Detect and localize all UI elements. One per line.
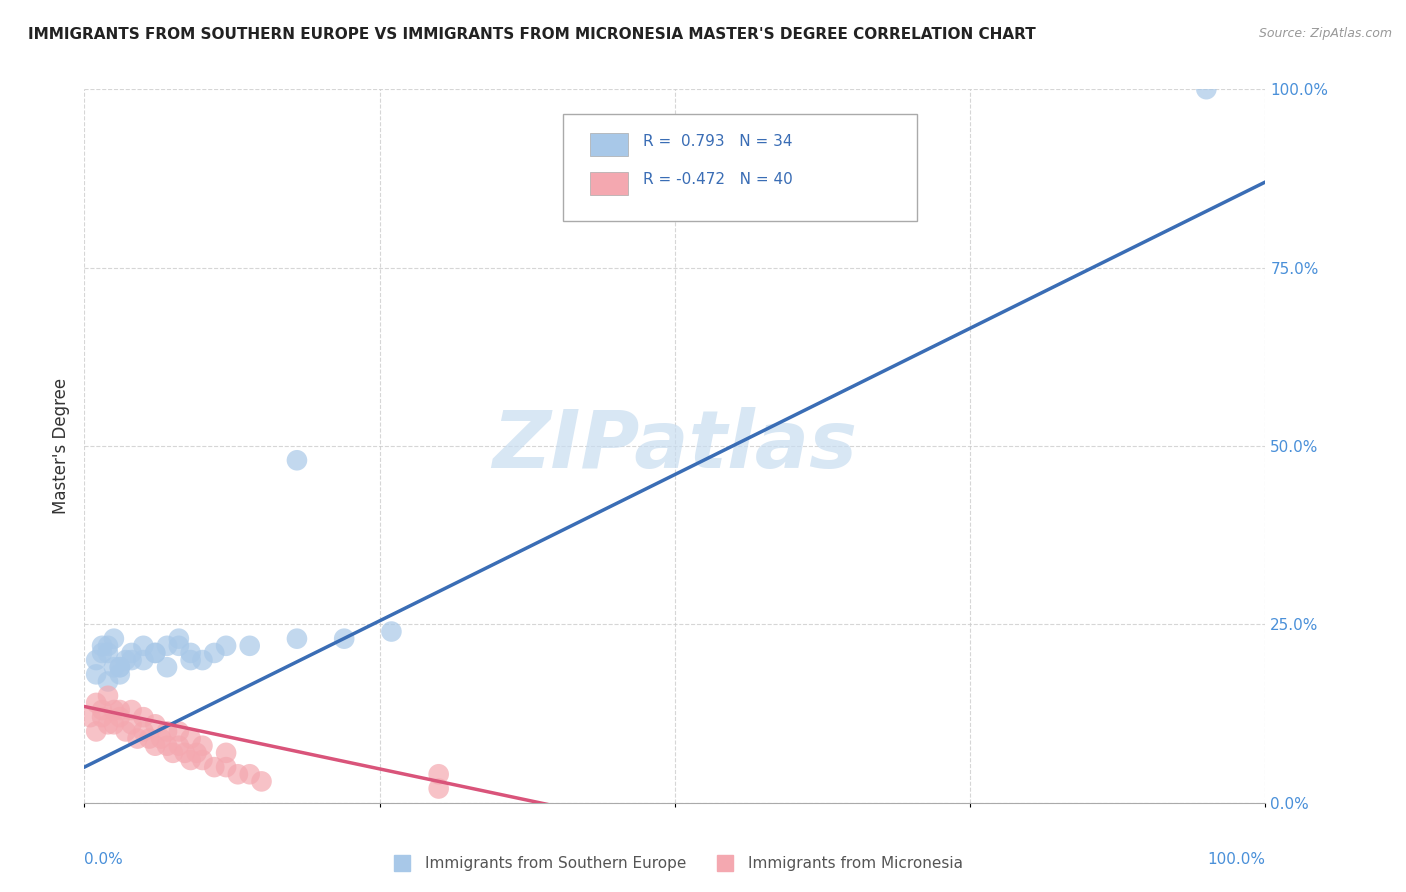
Text: ZIPatlas: ZIPatlas — [492, 407, 858, 485]
Point — [114, 724, 136, 739]
Point — [285, 453, 308, 467]
Point — [84, 724, 107, 739]
Point — [173, 746, 195, 760]
Point — [191, 653, 214, 667]
Point — [180, 653, 202, 667]
FancyBboxPatch shape — [562, 114, 917, 221]
Point — [162, 746, 184, 760]
FancyBboxPatch shape — [591, 172, 627, 194]
Point — [103, 632, 125, 646]
Point — [91, 646, 114, 660]
Point — [226, 767, 249, 781]
Point — [103, 703, 125, 717]
FancyBboxPatch shape — [591, 134, 627, 156]
Point — [103, 660, 125, 674]
Point — [132, 653, 155, 667]
Point — [156, 739, 179, 753]
Point — [132, 710, 155, 724]
Point — [108, 703, 131, 717]
Point — [108, 710, 131, 724]
Text: 100.0%: 100.0% — [1208, 852, 1265, 867]
Point — [180, 646, 202, 660]
Point — [84, 696, 107, 710]
Text: Source: ZipAtlas.com: Source: ZipAtlas.com — [1258, 27, 1392, 40]
Point — [167, 724, 190, 739]
Text: IMMIGRANTS FROM SOUTHERN EUROPE VS IMMIGRANTS FROM MICRONESIA MASTER'S DEGREE CO: IMMIGRANTS FROM SOUTHERN EUROPE VS IMMIG… — [28, 27, 1036, 42]
Point — [150, 731, 173, 746]
Point — [186, 746, 208, 760]
Point — [121, 717, 143, 731]
Point — [215, 746, 238, 760]
Point — [239, 767, 262, 781]
Point — [121, 653, 143, 667]
Point — [380, 624, 402, 639]
Point — [167, 639, 190, 653]
Point — [138, 731, 160, 746]
Point — [84, 667, 107, 681]
Point — [91, 703, 114, 717]
Point — [132, 724, 155, 739]
Point — [191, 753, 214, 767]
Point — [167, 739, 190, 753]
Point — [108, 667, 131, 681]
Point — [156, 639, 179, 653]
Text: R = -0.472   N = 40: R = -0.472 N = 40 — [643, 172, 793, 187]
Point — [180, 731, 202, 746]
Point — [1195, 82, 1218, 96]
Point — [285, 632, 308, 646]
Point — [91, 710, 114, 724]
Point — [191, 739, 214, 753]
Point — [97, 646, 120, 660]
Legend: Immigrants from Southern Europe, Immigrants from Micronesia: Immigrants from Southern Europe, Immigra… — [381, 850, 969, 877]
Point — [97, 639, 120, 653]
Point — [97, 674, 120, 689]
Point — [250, 774, 273, 789]
Point — [202, 760, 225, 774]
Point — [108, 660, 131, 674]
Point — [84, 653, 107, 667]
Point — [427, 781, 450, 796]
Point — [156, 660, 179, 674]
Point — [97, 717, 120, 731]
Point — [132, 639, 155, 653]
Point — [156, 724, 179, 739]
Point — [143, 739, 166, 753]
Point — [167, 632, 190, 646]
Point — [97, 689, 120, 703]
Point — [108, 660, 131, 674]
Point — [143, 646, 166, 660]
Point — [79, 710, 101, 724]
Point — [103, 717, 125, 731]
Point — [215, 760, 238, 774]
Point — [121, 703, 143, 717]
Point — [427, 767, 450, 781]
Y-axis label: Master's Degree: Master's Degree — [52, 378, 70, 514]
Text: R =  0.793   N = 34: R = 0.793 N = 34 — [643, 134, 793, 149]
Point — [127, 731, 149, 746]
Point — [143, 646, 166, 660]
Point — [143, 717, 166, 731]
Text: 0.0%: 0.0% — [84, 852, 124, 867]
Point — [180, 753, 202, 767]
Point — [114, 653, 136, 667]
Point — [202, 646, 225, 660]
Point — [239, 639, 262, 653]
Point — [333, 632, 356, 646]
Point — [91, 639, 114, 653]
Point — [121, 646, 143, 660]
Point — [215, 639, 238, 653]
